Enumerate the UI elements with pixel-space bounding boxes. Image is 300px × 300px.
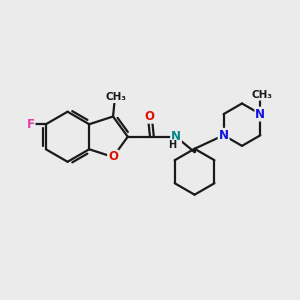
Text: N: N	[171, 130, 181, 143]
Text: CH₃: CH₃	[106, 92, 127, 103]
Text: N: N	[219, 129, 229, 142]
Text: N: N	[255, 108, 265, 121]
Text: O: O	[108, 151, 118, 164]
Text: H: H	[168, 140, 177, 150]
Text: CH₃: CH₃	[251, 90, 272, 100]
Text: O: O	[145, 110, 155, 123]
Text: F: F	[27, 118, 34, 131]
